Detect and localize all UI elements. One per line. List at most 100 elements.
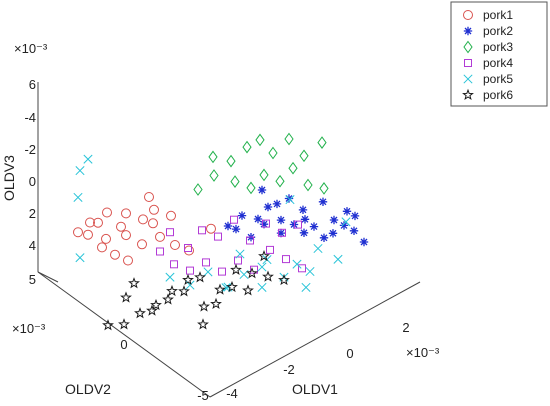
data-point bbox=[298, 264, 306, 273]
series-pork1 bbox=[73, 192, 216, 266]
data-point bbox=[218, 267, 226, 276]
data-point bbox=[178, 285, 190, 297]
data-point bbox=[257, 282, 267, 292]
data-point bbox=[246, 181, 256, 195]
y-tick-label: 0 bbox=[120, 337, 127, 352]
data-point bbox=[319, 182, 329, 195]
legend: pork1 pork2 pork3 pork4 pork5 pork6 bbox=[450, 1, 548, 107]
data-point bbox=[242, 140, 252, 154]
data-point bbox=[318, 197, 328, 206]
data-point bbox=[110, 249, 120, 260]
data-point bbox=[101, 233, 111, 244]
data-point bbox=[253, 214, 263, 224]
data-point bbox=[285, 195, 295, 205]
data-point bbox=[194, 271, 206, 283]
data-point bbox=[230, 215, 238, 224]
data-point bbox=[292, 259, 302, 269]
data-point bbox=[226, 154, 236, 168]
data-point bbox=[97, 242, 107, 253]
x-tick-label: 0 bbox=[346, 346, 353, 361]
data-point bbox=[359, 237, 369, 247]
data-point bbox=[184, 244, 192, 252]
data-point bbox=[257, 262, 267, 272]
legend-item: pork3 bbox=[463, 40, 513, 54]
series-pork2 bbox=[223, 185, 369, 247]
data-point bbox=[102, 319, 114, 331]
data-point bbox=[138, 214, 148, 225]
data-point bbox=[237, 211, 247, 220]
data-point bbox=[242, 284, 254, 296]
data-point bbox=[303, 178, 313, 192]
legend-item: pork6 bbox=[462, 88, 513, 102]
legend-marker bbox=[463, 26, 473, 36]
data-point bbox=[156, 247, 164, 256]
axis-line bbox=[37, 271, 211, 398]
z-tick-label: 5 bbox=[29, 272, 36, 287]
data-point bbox=[208, 150, 218, 164]
z-axis-title: OLDV3 bbox=[1, 155, 17, 201]
z-tick-label: -2 bbox=[24, 142, 36, 157]
data-point bbox=[166, 284, 178, 297]
data-point bbox=[230, 263, 242, 275]
data-point bbox=[301, 282, 311, 292]
data-point bbox=[263, 202, 273, 212]
x-tick-label: -2 bbox=[283, 362, 295, 377]
data-point bbox=[209, 169, 219, 182]
data-point bbox=[85, 217, 95, 228]
data-point bbox=[288, 161, 298, 175]
data-point bbox=[148, 218, 158, 229]
data-point bbox=[272, 199, 282, 209]
legend-label: pork6 bbox=[483, 88, 513, 102]
series-pork5 bbox=[73, 154, 351, 293]
data-point bbox=[223, 221, 233, 231]
legend-item: pork5 bbox=[463, 72, 513, 86]
series-pork4 bbox=[156, 215, 306, 276]
data-point bbox=[210, 297, 222, 310]
data-point bbox=[166, 228, 174, 237]
data-point bbox=[313, 243, 323, 254]
data-point bbox=[226, 280, 238, 293]
data-point bbox=[149, 204, 159, 215]
data-point bbox=[278, 273, 290, 286]
data-point bbox=[182, 273, 194, 286]
z-axis-multiplier: ×10⁻³ bbox=[14, 41, 48, 56]
data-point bbox=[349, 226, 359, 235]
data-point bbox=[234, 256, 242, 265]
data-point bbox=[305, 266, 315, 277]
y-axis-multiplier: ×10⁻³ bbox=[12, 321, 46, 336]
data-point bbox=[73, 192, 83, 202]
data-point bbox=[333, 254, 343, 264]
data-point bbox=[276, 228, 286, 238]
legend-label: pork4 bbox=[483, 56, 513, 70]
data-point bbox=[170, 260, 178, 269]
data-point bbox=[75, 253, 85, 263]
data-point bbox=[284, 132, 294, 146]
data-point bbox=[206, 223, 216, 234]
legend-item: pork4 bbox=[464, 56, 513, 70]
y-tick-label: -5 bbox=[197, 388, 209, 403]
data-point bbox=[170, 240, 180, 250]
x-axis-multiplier: ×10⁻³ bbox=[406, 345, 440, 360]
data-point bbox=[276, 215, 286, 225]
data-point bbox=[259, 168, 269, 182]
legend-marker bbox=[463, 74, 473, 84]
data-point bbox=[155, 231, 165, 242]
data-point bbox=[294, 220, 302, 229]
data-point bbox=[275, 174, 285, 188]
data-point bbox=[150, 298, 162, 311]
data-point bbox=[259, 220, 269, 229]
data-point bbox=[118, 318, 130, 330]
data-point bbox=[246, 267, 258, 279]
data-point bbox=[299, 228, 309, 237]
data-point bbox=[214, 283, 226, 295]
data-point bbox=[257, 185, 267, 195]
data-point bbox=[328, 229, 338, 238]
data-point bbox=[235, 249, 245, 259]
data-point bbox=[186, 266, 194, 275]
axis-line bbox=[37, 271, 59, 283]
data-point bbox=[262, 219, 270, 228]
data-point bbox=[128, 277, 140, 289]
data-point bbox=[250, 265, 258, 274]
legend-label: pork3 bbox=[483, 40, 513, 54]
data-point bbox=[278, 228, 286, 237]
